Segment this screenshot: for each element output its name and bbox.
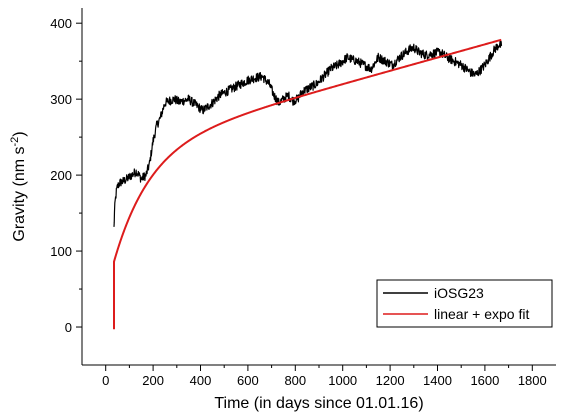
- y-tick-label: 0: [65, 320, 72, 335]
- x-tick-label: 600: [237, 373, 259, 388]
- x-tick-label: 1600: [470, 373, 499, 388]
- legend-box: [376, 279, 553, 328]
- y-axis-title-main: Gravity (nm s: [11, 146, 28, 241]
- y-tick-label: 100: [50, 244, 72, 259]
- x-tick-label: 1800: [518, 373, 547, 388]
- y-axis-title-tail: ): [11, 131, 28, 136]
- y-axis-title: Gravity (nm s-2): [9, 131, 28, 241]
- y-tick-label: 300: [50, 92, 72, 107]
- series-layer: [113, 38, 503, 330]
- x-tick-label: 1200: [376, 373, 405, 388]
- x-tick-label: 800: [284, 373, 306, 388]
- x-axis-ticks: 0 200 400 600 800 1000 1200 1400 1600 1800: [102, 365, 547, 388]
- y-tick-label: 200: [50, 168, 72, 183]
- x-tick-label: 400: [190, 373, 212, 388]
- y-tick-label: 400: [50, 16, 72, 31]
- legend-label-iosg23: iOSG23: [434, 285, 484, 301]
- y-axis-title-superscript: -2: [9, 137, 21, 147]
- legend-label-fit: linear + expo fit: [434, 306, 529, 322]
- series-iosg23-line: [113, 40, 503, 227]
- plot-area: 0 200 400 600 800 1000 1200 1400 1600 1800 0 100 20…: [50, 8, 556, 388]
- x-tick-label: 200: [142, 373, 164, 388]
- x-tick-label: 1400: [423, 373, 452, 388]
- x-tick-label: 1000: [328, 373, 357, 388]
- series-fit-line: [113, 38, 502, 330]
- x-tick-label: 0: [102, 373, 109, 388]
- y-axis-ticks: 0 100 200 300 400: [50, 16, 82, 335]
- legend: iOSG23 linear + expo fit: [376, 279, 553, 328]
- x-axis-title: Time (in days since 01.01.16): [214, 395, 423, 412]
